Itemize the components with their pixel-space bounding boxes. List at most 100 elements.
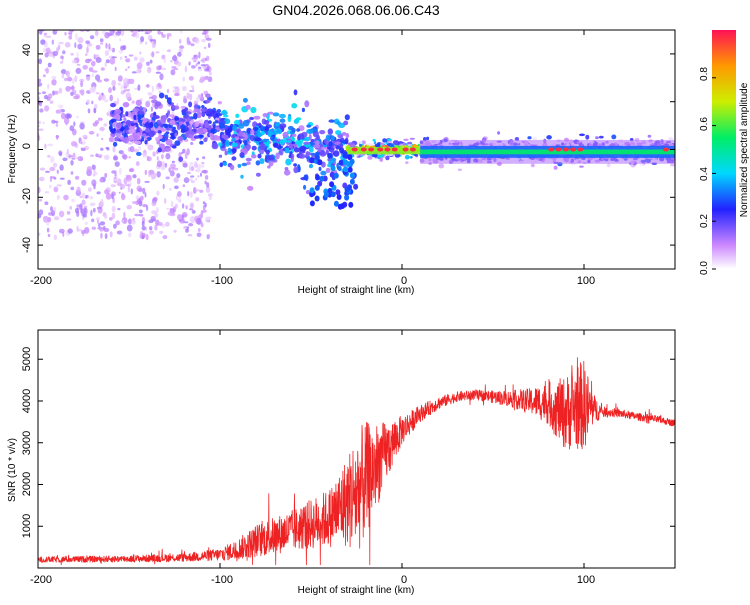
spectrogram-cell bbox=[157, 221, 163, 226]
spectrogram-cell bbox=[63, 117, 70, 125]
spectrogram-cell bbox=[193, 163, 198, 168]
spectrogram-cell bbox=[269, 154, 275, 161]
spectrogram-cell bbox=[197, 128, 205, 135]
spectrogram-cell bbox=[116, 97, 120, 105]
spectrogram-cell bbox=[380, 142, 384, 146]
spectrogram-cell bbox=[254, 137, 262, 142]
spectrogram-cell bbox=[329, 171, 335, 178]
spectrogram-cell bbox=[183, 221, 189, 224]
spectrogram-cell bbox=[38, 198, 43, 202]
spectrogram-cell bbox=[426, 136, 430, 141]
spectrogram-cell bbox=[117, 30, 122, 34]
spectrogram-cell bbox=[224, 150, 228, 156]
spectrogram-cell bbox=[109, 217, 113, 221]
spectrogram-cell bbox=[111, 56, 117, 59]
spectrogram-cell bbox=[191, 180, 195, 184]
spectrogram-cell bbox=[38, 186, 41, 194]
spectrogram-cell bbox=[304, 100, 310, 108]
spectrogram-cell bbox=[389, 143, 395, 149]
spectrogram-cell bbox=[598, 135, 604, 139]
spectrogram-cell bbox=[103, 99, 109, 103]
spectrogram-cell bbox=[174, 203, 178, 209]
spectrogram-cell bbox=[202, 169, 208, 174]
spectrogram-cell bbox=[103, 227, 110, 233]
spectrogram-cell bbox=[190, 203, 194, 209]
spectrogram-cell bbox=[182, 184, 186, 188]
spectrogram-cell bbox=[145, 84, 150, 88]
spectrogram-cell bbox=[374, 143, 381, 148]
spectrogram-cell bbox=[38, 82, 43, 87]
spectrogram-cell bbox=[98, 154, 103, 158]
spectrogram-panel: 40 20 0 -20 -40 -200 -100 0 100 Height o… bbox=[7, 29, 676, 296]
spectrogram-cell bbox=[157, 134, 163, 140]
spectrogram-cell bbox=[44, 105, 50, 112]
spectrogram-cell bbox=[113, 155, 118, 161]
spectrogram-cell bbox=[66, 211, 71, 215]
spectrogram-peak-0 bbox=[351, 147, 358, 152]
spectrogram-cell bbox=[118, 150, 124, 155]
spectrogram-cell bbox=[51, 210, 55, 217]
spectrogram-cell bbox=[127, 142, 133, 145]
spectrogram-cell bbox=[188, 61, 191, 66]
colorbar: 0.0 0.2 0.4 0.6 0.8 Normalized spectral … bbox=[699, 30, 750, 275]
spectrogram-cell bbox=[110, 184, 115, 188]
spectrogram-cell bbox=[187, 234, 193, 237]
spectrogram-cell bbox=[76, 115, 79, 119]
spectrogram-cell bbox=[66, 218, 72, 221]
spectrogram-cell bbox=[71, 157, 76, 160]
spectrogram-cell bbox=[178, 120, 184, 125]
chart-title: GN04.2026.068.06.06.C43 bbox=[272, 2, 440, 18]
colorbar-tick-1: 0.2 bbox=[699, 214, 710, 228]
spectrogram-cell bbox=[168, 114, 175, 118]
spectrogram-cell bbox=[182, 76, 185, 82]
spectrogram-cell bbox=[164, 94, 169, 100]
spectrogram-cell bbox=[156, 190, 160, 196]
spectrogram-cell bbox=[310, 152, 316, 156]
spectrogram-cell bbox=[152, 151, 156, 157]
spectrogram-cell bbox=[327, 187, 333, 194]
spectrogram-cell bbox=[179, 38, 182, 44]
spectrogram-cell bbox=[169, 187, 172, 191]
spectrogram-cell bbox=[253, 115, 261, 120]
spectrogram-cell bbox=[347, 184, 352, 191]
spectrogram-cell bbox=[81, 192, 86, 199]
spectrogram-cell bbox=[64, 32, 67, 36]
spectrogram-cell bbox=[151, 201, 157, 207]
spectrogram-cell bbox=[144, 140, 148, 145]
spectrogram-cell bbox=[312, 130, 319, 138]
spectrogram-cell bbox=[299, 139, 304, 144]
spectrogram-cell bbox=[196, 232, 202, 238]
spectrogram-cell bbox=[166, 207, 170, 210]
spectrogram-cell bbox=[45, 67, 49, 74]
spectrogram-cell bbox=[272, 112, 280, 117]
spectrogram-cell bbox=[178, 152, 182, 158]
spectrogram-cell bbox=[193, 112, 198, 120]
spectrogram-cell bbox=[306, 124, 312, 128]
spectrogram-cell bbox=[255, 172, 261, 177]
spectrogram-cell bbox=[200, 212, 204, 219]
spectrogram-cell bbox=[96, 191, 101, 195]
spectrogram-cell bbox=[81, 134, 88, 138]
spectrogram-cell bbox=[231, 156, 237, 161]
spectrogram-cell bbox=[70, 91, 74, 97]
spectrogram-cell bbox=[141, 220, 145, 227]
spectrogram-cell bbox=[330, 191, 336, 198]
spectrogram-cell bbox=[157, 127, 165, 131]
spectrogram-peak-7 bbox=[409, 147, 416, 152]
spectrogram-cell bbox=[139, 213, 144, 217]
spectrogram-cell bbox=[42, 216, 49, 219]
spectrogram-cell bbox=[87, 108, 91, 114]
spectrogram-cell bbox=[379, 157, 384, 162]
spectrogram-cell bbox=[53, 186, 59, 193]
colorbar-ticks bbox=[712, 77, 716, 270]
spectrogram-cell bbox=[158, 92, 165, 99]
spectrogram-cell bbox=[58, 41, 64, 45]
spectrogram-cell bbox=[131, 71, 137, 74]
spectrogram-cell bbox=[42, 74, 46, 78]
spectrogram-cell bbox=[86, 46, 89, 54]
spectrogram-cell bbox=[349, 158, 355, 165]
spectrogram-cell bbox=[206, 234, 210, 240]
spectrogram-cell bbox=[171, 160, 175, 164]
spectrogram-cell bbox=[309, 157, 315, 164]
